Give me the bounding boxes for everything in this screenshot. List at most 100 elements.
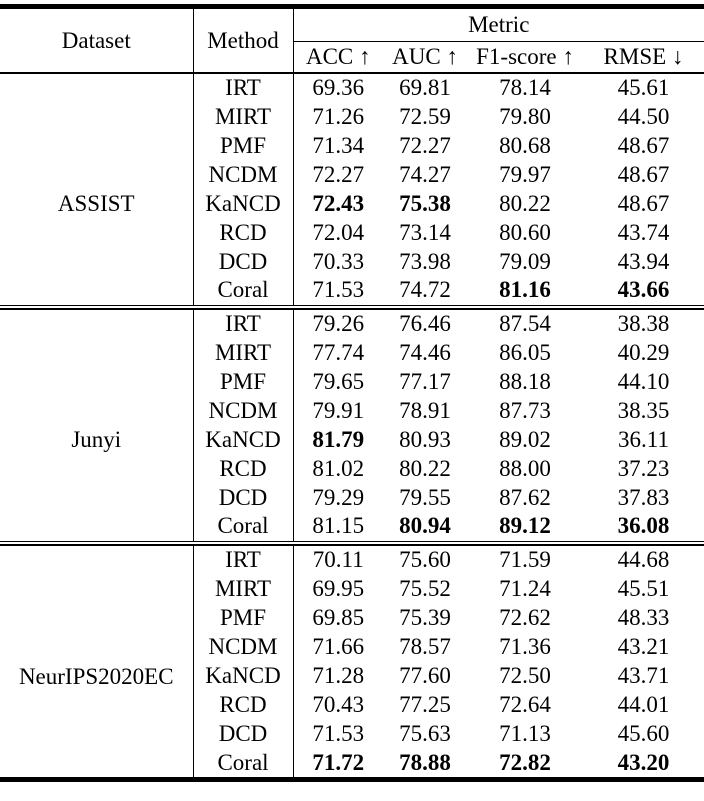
value-cell: 70.43 [312,691,365,717]
method-cell: RCD [192,218,294,247]
value-cell: 43.21 [617,633,670,659]
table-row: KaNCD 71.28 77.60 72.50 43.71 [0,661,704,690]
method-cell: NCDM [192,160,294,189]
method-cell: IRT [192,545,294,574]
value-cell: 71.66 [312,633,365,659]
value-cell: 73.14 [399,219,451,245]
value-cell: 43.20 [617,749,670,775]
value-cell: 71.59 [499,547,551,573]
value-cell: 80.68 [499,132,551,158]
column-header-rmse: RMSE ↓ [583,41,704,74]
value-cell: 38.35 [617,397,670,423]
header-row-metrics: ACC ↑ AUC ↑ F1-score ↑ RMSE ↓ [0,41,704,74]
method-cell: Coral [192,276,294,305]
table-row: PMF 71.34 72.27 80.68 48.67 [0,131,704,160]
table-row: PMF 69.85 75.39 72.62 48.33 [0,603,704,632]
value-cell: 71.36 [499,633,551,659]
value-cell: 71.28 [312,662,365,688]
value-cell: 71.53 [312,277,365,303]
table-row: RCD 70.43 77.25 72.64 44.01 [0,690,704,719]
table-row: NCDM 72.27 74.27 79.97 48.67 [0,160,704,189]
table-row: Coral 71.53 74.72 81.16 43.66 [0,276,704,305]
value-cell: 77.60 [399,662,451,688]
value-cell: 69.81 [399,75,451,101]
block-separator [0,540,704,546]
value-cell: 40.29 [617,339,670,365]
value-cell: 78.88 [399,749,451,775]
value-cell: 75.63 [399,720,451,746]
value-cell: 36.11 [618,426,669,452]
value-cell: 72.27 [312,161,365,187]
value-cell: 87.54 [499,311,551,337]
table-row: NCDM 71.66 78.57 71.36 43.21 [0,632,704,661]
column-header-dataset: Dataset [0,9,194,74]
table-row: MIRT 71.26 72.59 79.80 44.50 [0,102,704,131]
value-cell: 87.62 [499,484,551,510]
results-table-page: Dataset Method Metric ACC ↑ AUC ↑ F1-sco… [0,4,704,782]
value-cell: 75.60 [399,547,451,573]
value-cell: 72.82 [499,749,551,775]
value-cell: 75.38 [399,190,451,216]
value-cell: 71.53 [312,720,365,746]
value-cell: 71.72 [312,749,365,775]
value-cell: 45.60 [617,720,670,746]
method-cell: DCD [192,719,294,748]
method-cell: IRT [192,309,294,338]
value-cell: 69.85 [312,604,365,630]
value-cell: 45.51 [617,575,670,601]
method-cell: NCDM [192,632,294,661]
value-cell: 38.38 [617,311,670,337]
value-cell: 79.29 [312,484,365,510]
value-cell: 37.23 [617,455,670,481]
header-row-top: Dataset Method Metric [0,9,704,74]
block-junyi: Junyi IRT 79.26 76.46 87.54 38.38 MIRT 7… [0,309,704,546]
value-cell: 45.61 [617,75,670,101]
value-cell: 71.13 [499,720,551,746]
value-cell: 74.27 [399,161,451,187]
column-header-acc: ACC ↑ [293,41,383,74]
value-cell: 80.60 [499,219,551,245]
value-cell: 44.10 [617,368,670,394]
value-cell: 79.55 [399,484,451,510]
block-assist: ASSIST IRT 69.36 69.81 78.14 45.61 MIRT … [0,73,704,310]
column-header-f1: F1-score ↑ [467,41,583,74]
value-cell: 81.02 [312,455,365,481]
value-cell: 44.68 [617,547,670,573]
value-cell: 71.34 [312,132,365,158]
value-cell: 37.83 [617,484,670,510]
table-row: NCDM 79.91 78.91 87.73 38.35 [0,396,704,425]
value-cell: 79.09 [499,248,551,274]
method-cell: Coral [192,748,294,777]
value-cell: 78.57 [399,633,451,659]
value-cell: 36.08 [617,513,670,539]
bottom-rule [0,777,704,782]
value-cell: 72.43 [312,190,365,216]
method-cell: DCD [192,247,294,276]
results-table: Dataset Method Metric ACC ↑ AUC ↑ F1-sco… [0,9,704,777]
value-cell: 78.14 [499,75,551,101]
column-header-method: Method [193,9,294,74]
value-cell: 48.67 [617,132,670,158]
dataset-label: NeurIPS2020EC [18,663,174,689]
value-cell: 74.46 [399,339,451,365]
value-cell: 86.05 [499,339,551,365]
value-cell: 80.93 [399,426,451,452]
value-cell: 76.46 [399,311,451,337]
value-cell: 80.22 [399,455,451,481]
value-cell: 81.15 [312,513,365,539]
value-cell: 71.24 [499,575,551,601]
method-cell: MIRT [192,338,294,367]
value-cell: 78.91 [399,397,451,423]
value-cell: 79.65 [312,368,365,394]
value-cell: 75.52 [399,575,451,601]
value-cell: 79.91 [312,397,365,423]
method-cell: PMF [192,603,294,632]
table-row: DCD 71.53 75.63 71.13 45.60 [0,719,704,748]
value-cell: 88.00 [499,455,551,481]
value-cell: 48.67 [617,190,670,216]
table-row: MIRT 77.74 74.46 86.05 40.29 [0,338,704,367]
method-cell: DCD [192,483,294,512]
method-cell: KaNCD [192,425,294,454]
value-cell: 72.27 [399,132,451,158]
dataset-label: ASSIST [57,191,135,217]
